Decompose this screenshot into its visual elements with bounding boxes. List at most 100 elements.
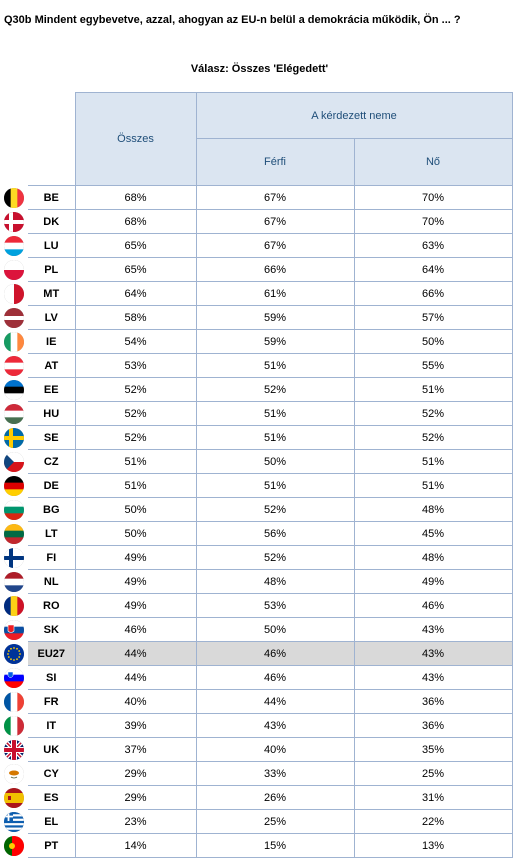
value-female: 25%	[353, 761, 513, 786]
value-female: 50%	[353, 329, 513, 354]
table-row: DK 68% 67% 70%	[0, 209, 513, 234]
value-male: 51%	[195, 401, 355, 426]
header-gender-group: A kérdezett neme	[195, 92, 513, 139]
value-female: 43%	[353, 617, 513, 642]
table-row: BG 50% 52% 48%	[0, 497, 513, 522]
value-female: 52%	[353, 401, 513, 426]
flag-cell	[0, 354, 28, 378]
flag-cell	[0, 306, 28, 330]
flag-cell	[0, 522, 28, 546]
value-total: 68%	[74, 209, 197, 234]
value-female: 36%	[353, 713, 513, 738]
value-male: 44%	[195, 689, 355, 714]
country-code: MT	[28, 281, 76, 306]
belgium-flag-icon	[4, 187, 24, 208]
value-male: 51%	[195, 425, 355, 450]
slovenia-flag-icon	[4, 667, 24, 688]
table-row: BE 68% 67% 70%	[0, 185, 513, 210]
country-code: LU	[28, 233, 76, 258]
value-female: 13%	[353, 833, 513, 858]
flag-cell	[0, 594, 28, 618]
value-male: 67%	[195, 185, 355, 210]
value-male: 46%	[195, 641, 355, 666]
uk-flag-icon	[4, 739, 24, 760]
value-total: 51%	[74, 473, 197, 498]
value-total: 65%	[74, 233, 197, 258]
table-row: PT 14% 15% 13%	[0, 833, 513, 858]
value-total: 44%	[74, 641, 197, 666]
flag-cell	[0, 426, 28, 450]
flag-cell	[0, 234, 28, 258]
country-code: SE	[28, 425, 76, 450]
value-male: 67%	[195, 233, 355, 258]
value-female: 70%	[353, 209, 513, 234]
value-female: 43%	[353, 665, 513, 690]
table-row: EL 23% 25% 22%	[0, 809, 513, 834]
flag-cell	[0, 642, 28, 666]
country-code: LT	[28, 521, 76, 546]
value-female: 51%	[353, 473, 513, 498]
value-male: 52%	[195, 497, 355, 522]
sweden-flag-icon	[4, 427, 24, 448]
value-total: 50%	[74, 497, 197, 522]
finland-flag-icon	[4, 547, 24, 568]
page-title: Q30b Mindent egybevetve, azzal, ahogyan …	[4, 14, 461, 26]
romania-flag-icon	[4, 595, 24, 616]
table-row: EE 52% 52% 51%	[0, 377, 513, 402]
flag-cell	[0, 690, 28, 714]
greece-flag-icon	[4, 811, 24, 832]
country-code: IE	[28, 329, 76, 354]
malta-flag-icon	[4, 283, 24, 304]
lithuania-flag-icon	[4, 523, 24, 544]
country-code: FR	[28, 689, 76, 714]
value-total: 29%	[74, 785, 197, 810]
flag-cell	[0, 834, 28, 858]
value-female: 46%	[353, 593, 513, 618]
czechia-flag-icon	[4, 451, 24, 472]
table-row: LU 65% 67% 63%	[0, 233, 513, 258]
table-row: CY 29% 33% 25%	[0, 761, 513, 786]
value-female: 48%	[353, 497, 513, 522]
value-male: 46%	[195, 665, 355, 690]
value-female: 70%	[353, 185, 513, 210]
value-male: 51%	[195, 473, 355, 498]
country-code: HU	[28, 401, 76, 426]
flag-cell	[0, 330, 28, 354]
country-code: SI	[28, 665, 76, 690]
austria-flag-icon	[4, 355, 24, 376]
value-total: 68%	[74, 185, 197, 210]
ireland-flag-icon	[4, 331, 24, 352]
value-female: 35%	[353, 737, 513, 762]
flag-cell	[0, 738, 28, 762]
value-total: 58%	[74, 305, 197, 330]
country-code: IT	[28, 713, 76, 738]
denmark-flag-icon	[4, 211, 24, 232]
poland-flag-icon	[4, 259, 24, 280]
table-row: IE 54% 59% 50%	[0, 329, 513, 354]
value-female: 52%	[353, 425, 513, 450]
latvia-flag-icon	[4, 307, 24, 328]
germany-flag-icon	[4, 475, 24, 496]
spain-flag-icon	[4, 787, 24, 808]
table-row: RO 49% 53% 46%	[0, 593, 513, 618]
table-row: EU27 44% 46% 43%	[0, 641, 513, 666]
flag-cell	[0, 402, 28, 426]
value-male: 53%	[195, 593, 355, 618]
table-row: IT 39% 43% 36%	[0, 713, 513, 738]
flag-cell	[0, 546, 28, 570]
country-code: FI	[28, 545, 76, 570]
country-code: CZ	[28, 449, 76, 474]
table-row: FI 49% 52% 48%	[0, 545, 513, 570]
value-male: 59%	[195, 305, 355, 330]
table-body: BE 68% 67% 70% DK 68% 67% 70% LU 65% 67% 63% PL 65% 66…	[0, 185, 513, 858]
flag-cell	[0, 498, 28, 522]
portugal-flag-icon	[4, 835, 24, 856]
table-row: SI 44% 46% 43%	[0, 665, 513, 690]
country-code: PL	[28, 257, 76, 282]
value-male: 40%	[195, 737, 355, 762]
value-total: 29%	[74, 761, 197, 786]
value-female: 36%	[353, 689, 513, 714]
flag-cell	[0, 450, 28, 474]
value-female: 63%	[353, 233, 513, 258]
value-male: 26%	[195, 785, 355, 810]
